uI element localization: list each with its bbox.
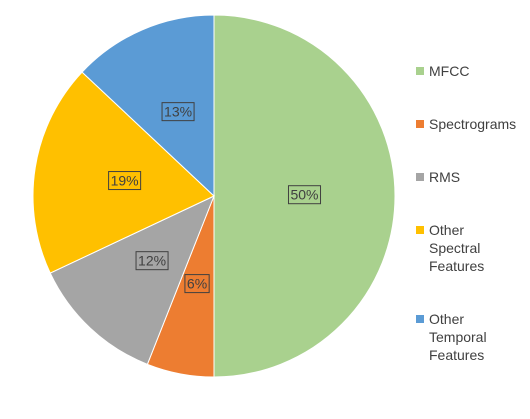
pie-area: 50% 6% 12% 19% 13% — [32, 14, 396, 378]
legend-label: Other Spectral Features — [429, 222, 485, 274]
pie-slice — [213, 14, 396, 378]
data-label-box — [184, 274, 210, 294]
legend-swatch — [416, 173, 424, 181]
legend-label: RMS — [429, 169, 461, 185]
legend-swatch — [416, 120, 424, 128]
legend-item: Spectrograms — [416, 115, 516, 133]
legend-label: MFCC — [429, 63, 470, 79]
legend-swatch — [416, 226, 424, 234]
data-label-box — [161, 102, 195, 122]
legend-label: Spectrograms — [429, 116, 517, 132]
data-label: 12% — [135, 251, 169, 271]
data-label-text: 6% — [187, 276, 207, 292]
legend-item: MFCC — [416, 62, 516, 80]
legend-item: Other Temporal Features — [416, 310, 516, 364]
pie-slice — [32, 71, 215, 274]
legend: MFCC Spectrograms RMS Other Spectral Featur… — [416, 62, 516, 364]
legend-swatch — [416, 67, 424, 75]
data-label-text: 13% — [164, 104, 192, 120]
data-label: 13% — [161, 102, 195, 122]
data-label-text: 50% — [290, 187, 318, 203]
data-label-box — [108, 171, 142, 191]
legend-swatch — [416, 315, 424, 323]
legend-item: RMS — [416, 168, 516, 186]
data-label-text: 19% — [111, 173, 139, 189]
data-label: 19% — [108, 171, 142, 191]
data-label: 50% — [287, 185, 322, 205]
legend-label: Other Temporal Features — [429, 311, 487, 363]
data-label-box — [135, 251, 169, 271]
data-label-text: 12% — [138, 253, 166, 269]
legend-item: Other Spectral Features — [416, 221, 516, 275]
pie-slice — [49, 195, 215, 365]
data-label: 6% — [184, 274, 210, 294]
pie-slice — [81, 14, 215, 198]
data-label-box — [287, 185, 322, 205]
